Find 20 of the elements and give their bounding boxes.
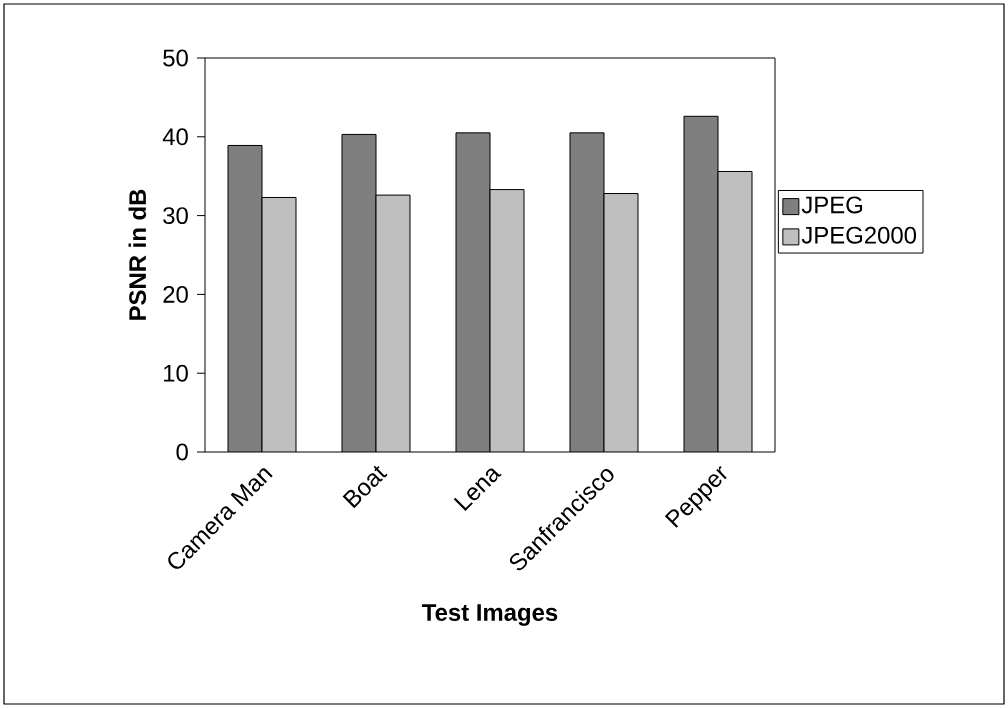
y-tick-label: 50 <box>163 49 188 67</box>
bar <box>375 194 411 452</box>
y-axis-title: PSNR in dB <box>128 189 147 320</box>
bar <box>569 132 605 452</box>
y-tick-label: 10 <box>164 364 188 382</box>
bar <box>227 144 263 452</box>
y-tick-label: 20 <box>163 285 188 303</box>
bar <box>717 170 753 452</box>
bar <box>683 115 719 452</box>
bar <box>341 133 377 452</box>
bar <box>261 196 297 452</box>
bar <box>455 132 491 452</box>
y-tick-label: 30 <box>163 207 188 225</box>
x-axis-title: Test Images <box>422 604 558 626</box>
bar <box>603 193 639 452</box>
y-tick-label: 0 <box>176 443 188 461</box>
legend-label: JPEG2000 <box>801 226 917 244</box>
y-tick-label: 40 <box>162 128 188 146</box>
legend-label: JPEG <box>801 196 863 214</box>
bar <box>489 189 525 452</box>
